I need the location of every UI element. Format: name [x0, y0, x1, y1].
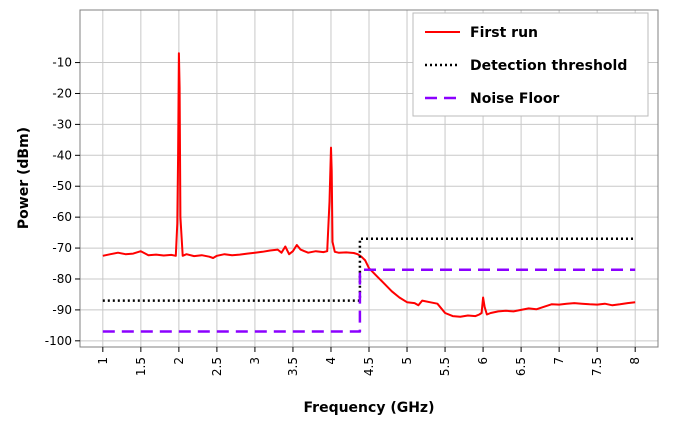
series-noise-floor [102, 268, 636, 333]
x-tick-label: 2.5 [210, 357, 224, 376]
legend: First run Detection threshold Noise Floo… [412, 12, 649, 117]
series-first-run [102, 52, 636, 318]
x-tick-label: 3.5 [286, 357, 300, 376]
x-axis-title: Frequency (GHz) [304, 400, 435, 416]
series-detection-threshold [102, 237, 636, 302]
y-axis: -100 -90 -80 -70 -60 -50 -40 -30 -20 -10 [45, 56, 80, 348]
y-tick-label: -40 [52, 148, 72, 162]
x-tick-label: 6 [476, 357, 490, 365]
x-tick-label: 2 [172, 357, 186, 365]
y-tick-label: -90 [52, 303, 72, 317]
x-tick-label: 7 [552, 357, 566, 365]
x-tick-label: 7.5 [590, 357, 604, 376]
y-tick-label: -20 [52, 86, 72, 100]
x-axis: 1 1.5 2 2.5 3 3.5 4 4.5 5 5.5 6 6.5 7 7.5 8 [96, 347, 642, 376]
x-tick-label: 5.5 [438, 357, 452, 376]
x-tick-label: 6.5 [514, 357, 528, 376]
y-tick-label: -100 [45, 334, 72, 348]
y-tick-label: -50 [52, 179, 72, 193]
series-layer [102, 52, 636, 333]
y-tick-label: -70 [52, 241, 72, 255]
legend-label-noise-floor: Noise Floor [470, 91, 559, 107]
y-tick-label: -60 [52, 210, 72, 224]
x-tick-label: 1.5 [134, 357, 148, 376]
x-tick-label: 8 [628, 357, 642, 365]
x-tick-label: 3 [248, 357, 262, 365]
y-tick-label: -10 [52, 56, 72, 70]
x-tick-label: 5 [400, 357, 414, 365]
y-tick-label: -30 [52, 117, 72, 131]
y-axis-title: Power (dBm) [16, 127, 32, 229]
x-tick-label: 4 [324, 357, 338, 365]
y-tick-label: -80 [52, 272, 72, 286]
legend-label-detection-threshold: Detection threshold [470, 58, 627, 74]
x-tick-label: 1 [96, 357, 110, 365]
legend-label-first-run: First run [470, 25, 538, 41]
x-tick-label: 4.5 [362, 357, 376, 376]
